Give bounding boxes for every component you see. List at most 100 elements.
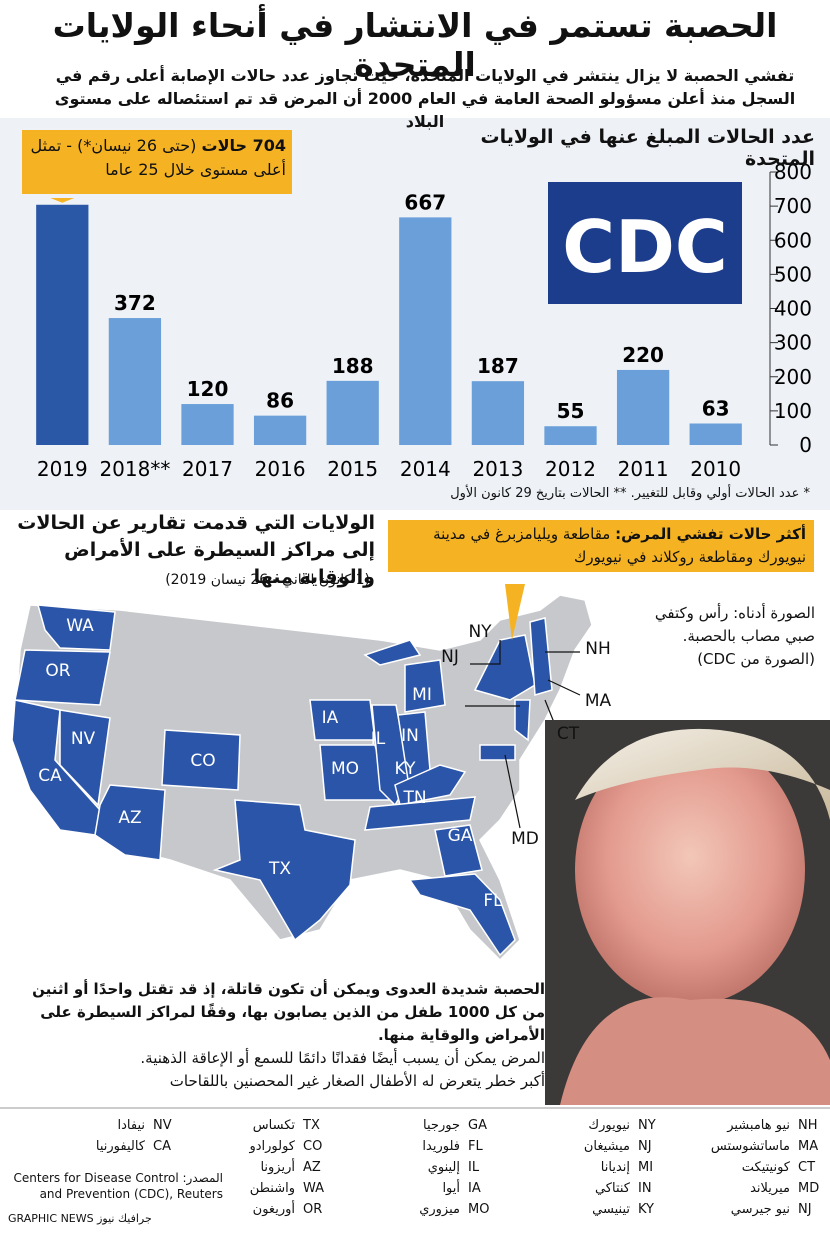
state <box>473 634 536 701</box>
legend-abbr: TX <box>303 1118 320 1133</box>
state <box>36 604 116 651</box>
photo <box>545 720 830 1105</box>
legend-abbr: NJ <box>638 1139 652 1154</box>
y-tick-label: 400 <box>774 297 812 321</box>
state <box>479 744 516 761</box>
legend-name: ماساتشوستس <box>710 1139 790 1154</box>
legend-entry: نيو جيرسي NJ <box>690 1202 830 1217</box>
state-label: FL <box>483 891 503 911</box>
legend-abbr: MO <box>468 1202 490 1217</box>
legend-name: نيو جيرسي <box>730 1202 790 1217</box>
y-tick-label: 500 <box>774 262 812 286</box>
leader <box>547 679 581 696</box>
state-label: KY <box>395 759 417 779</box>
bar <box>616 369 670 445</box>
legend-abbr: MI <box>638 1160 654 1175</box>
y-tick-label: 100 <box>774 399 812 423</box>
x-tick-label: 2013 <box>472 457 523 481</box>
y-tick-label: 200 <box>774 365 812 389</box>
legend-abbr: IA <box>468 1181 481 1196</box>
legend-entry: نيو هامبشير NH <box>690 1118 830 1133</box>
legend-abbr: IN <box>638 1181 652 1196</box>
source: المصدر: Centers for Disease Control and … <box>13 1171 223 1201</box>
bar <box>689 423 742 445</box>
value-label: 86 <box>266 389 294 413</box>
bar <box>253 415 307 445</box>
legend-entry: ميزوري MO <box>360 1202 500 1217</box>
reporting-states <box>11 604 553 957</box>
x-tick-label: 2018** <box>99 457 170 481</box>
bar <box>36 204 89 445</box>
legend-entry: أوريغون OR <box>195 1202 335 1217</box>
footnote: * عدد الحالات أولي وقابل للتغيير. ** الح… <box>450 486 810 501</box>
bar <box>399 217 452 445</box>
legend-abbr: NH <box>798 1118 818 1133</box>
outbreak-bold: أكثر حالات تفشي المرض: <box>615 525 806 543</box>
credit: GRAPHIC NEWS جرافيك نيوز <box>8 1212 152 1225</box>
legend-entry: إنديانا MI <box>530 1160 670 1175</box>
value-label: 187 <box>477 354 519 378</box>
callout-pointer <box>50 198 75 203</box>
legend-name: تكساس <box>252 1118 295 1133</box>
state <box>514 699 531 742</box>
legend-entry: أريزونا AZ <box>195 1160 335 1175</box>
x-tick-label: 2011 <box>618 457 669 481</box>
legend-name: نيو هامبشير <box>727 1118 790 1133</box>
legend-name: إنديانا <box>600 1160 630 1175</box>
legend-abbr: OR <box>303 1202 323 1217</box>
title: الحصبة تستمر في الانتشار في أنحاء الولاي… <box>52 6 778 84</box>
outbreak-pointer <box>505 584 525 640</box>
legend-name: ميريلاند <box>750 1181 790 1196</box>
legend-entry: جورجيا GA <box>360 1118 500 1133</box>
legend-entry: كاليفورنيا CA <box>45 1139 185 1154</box>
map-leaders <box>465 640 581 829</box>
state <box>14 649 111 706</box>
value-label: 667 <box>404 190 446 214</box>
bar <box>544 426 597 445</box>
state <box>94 784 166 861</box>
state <box>364 796 476 831</box>
legend-abbr: GA <box>468 1118 487 1133</box>
x-tick-label: 2010 <box>690 457 741 481</box>
state <box>408 873 516 957</box>
legend-name: أيوا <box>442 1181 460 1196</box>
y-tick-label: 800 <box>774 160 812 184</box>
legend-abbr: CO <box>303 1139 323 1154</box>
value-label: 120 <box>187 377 229 401</box>
legend-abbr: NY <box>638 1118 656 1133</box>
state-label: NJ <box>441 647 459 667</box>
state-label: TN <box>402 788 426 808</box>
body-p3: أكبر خطر يتعرض له الأطفال الصغار غير الم… <box>169 1072 545 1090</box>
state <box>434 824 483 877</box>
legend-entry: تكساس TX <box>195 1118 335 1133</box>
state <box>363 639 422 666</box>
legend-entry: كولورادو CO <box>195 1139 335 1154</box>
legend-entry: كونيتيكت CT <box>690 1160 830 1175</box>
x-tick-label: 2015 <box>327 457 378 481</box>
state <box>161 729 241 791</box>
map-date: (1 كانون الثاني - 26 نيسان 2019) <box>165 572 370 588</box>
y-tick-label: 700 <box>774 194 812 218</box>
legend-name: ميشيغان <box>583 1139 630 1154</box>
legend-abbr: NJ <box>798 1202 812 1217</box>
photo-shoulder <box>560 997 830 1105</box>
legend-name: كنتاكي <box>594 1181 630 1196</box>
legend-name: جورجيا <box>423 1118 460 1133</box>
legend-abbr: AZ <box>303 1160 321 1175</box>
body-text: الحصبة شديدة العدوى ويمكن أن تكون قاتلة،… <box>20 978 545 1093</box>
x-tick-label: 2012 <box>545 457 596 481</box>
state-label: WA <box>66 616 94 636</box>
y-tick-label: 0 <box>799 433 812 457</box>
state-label: MD <box>511 829 539 849</box>
value-label: 188 <box>332 354 374 378</box>
x-tick-label: 2016 <box>255 457 306 481</box>
legend-abbr: WA <box>303 1181 325 1196</box>
state-label: MI <box>412 685 432 705</box>
state-label: CO <box>190 751 215 771</box>
state-label: NH <box>585 639 611 659</box>
state <box>309 699 376 741</box>
photo-caption: الصورة أدناه: رأس وكتفي صبي مصاب بالحصبة… <box>654 604 815 668</box>
legend-entry: ميريلاند MD <box>690 1181 830 1196</box>
x-tick-label: 2019 <box>37 457 88 481</box>
leader <box>470 640 501 665</box>
